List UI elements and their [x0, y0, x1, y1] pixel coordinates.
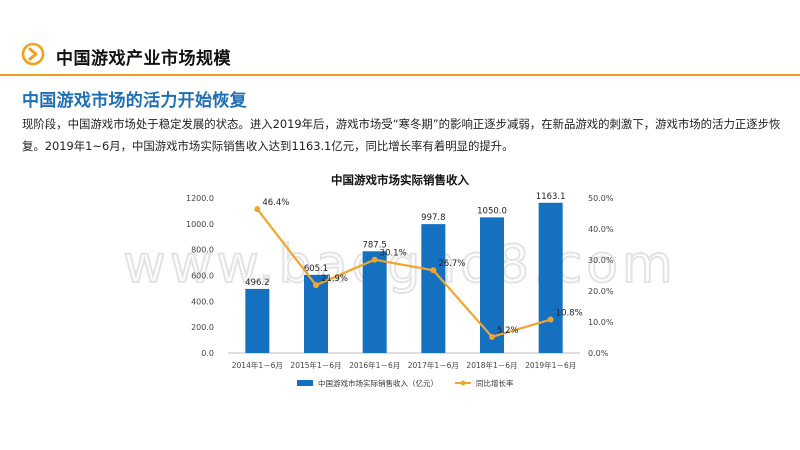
x-tick-label: 2017年1－6月 [408, 360, 459, 370]
x-tick-label: 2018年1－6月 [466, 360, 517, 370]
bar-series [245, 202, 563, 353]
legend-swatch-bar [297, 380, 313, 386]
bar-value-label: 496.2 [245, 278, 269, 288]
section-title: 中国游戏市场的活力开始恢复 [22, 91, 247, 111]
y-right-tick-label: 50.0% [588, 194, 614, 203]
revenue-chart: www.baogao8.com 中国游戏市场实际销售收入 0.0 200.0 400… [0, 160, 800, 450]
growth-point [547, 316, 554, 323]
growth-point [371, 256, 378, 263]
growth-value-label: 21.9% [321, 274, 348, 284]
y-left-tick-label: 0.0 [201, 349, 214, 358]
growth-line-series: 46.4% 21.9% 30.1% 26.7% 5.2% 10.8% [254, 198, 583, 340]
page-title: 中国游戏产业市场规模 [56, 49, 231, 69]
y-axis-left: 0.0 200.0 400.0 600.0 800.0 1000.0 1200.0 [186, 194, 214, 358]
growth-value-label: 30.1% [380, 249, 407, 259]
bar-value-label: 1163.1 [536, 192, 566, 202]
x-tick-label: 2016年1－6月 [349, 360, 400, 370]
header-divider [0, 74, 800, 76]
x-tick-label: 2019年1－6月 [525, 360, 576, 370]
legend-label-growth: 同比增长率 [476, 378, 514, 388]
revenue-bar [245, 288, 270, 353]
growth-point [313, 282, 319, 289]
growth-point [254, 206, 261, 213]
growth-point [489, 333, 495, 340]
x-tick-label: 2014年1－6月 [232, 360, 283, 370]
growth-value-label: 5.2% [497, 326, 519, 336]
bar-value-label: 787.5 [362, 240, 386, 250]
x-axis-ticks: 2014年1－6月 2015年1－6月 2016年1－6月 2017年1－6月 2018… [232, 360, 576, 370]
growth-value-label: 26.7% [438, 259, 465, 269]
bar-value-label: 1050.0 [477, 206, 507, 216]
revenue-bar [421, 224, 446, 353]
y-left-tick-label: 400.0 [191, 297, 214, 306]
chart-legend: 中国游戏市场实际销售收入（亿元） 同比增长率 [297, 378, 514, 388]
y-left-tick-label: 1200.0 [186, 194, 214, 203]
growth-value-label: 10.8% [556, 309, 583, 319]
y-axis-right: 0.0% 10.0% 20.0% 30.0% 40.0% 50.0% [588, 194, 614, 358]
y-left-tick-label: 1000.0 [186, 220, 214, 229]
slide-header: 中国游戏产业市场规模 [0, 0, 800, 78]
revenue-bar [538, 202, 563, 353]
bar-value-label: 605.1 [304, 264, 328, 274]
chart-title: 中国游戏市场实际销售收入 [331, 173, 469, 187]
bar-labels: 496.2 605.1 787.5 997.8 1050.0 1163.1 [245, 192, 565, 288]
bar-value-label: 997.8 [421, 213, 445, 223]
y-left-tick-label: 600.0 [191, 272, 214, 281]
y-left-tick-label: 200.0 [191, 323, 214, 332]
y-right-tick-label: 20.0% [588, 287, 614, 296]
growth-value-label: 46.4% [262, 198, 289, 208]
y-left-tick-label: 800.0 [191, 246, 214, 255]
revenue-bar [480, 217, 504, 353]
chart-canvas: www.baogao8.com 中国游戏市场实际销售收入 0.0 200.0 400… [122, 173, 676, 388]
y-right-tick-label: 0.0% [588, 349, 609, 358]
legend-swatch-marker [460, 380, 466, 386]
legend-label-revenue: 中国游戏市场实际销售收入（亿元） [318, 378, 438, 388]
x-tick-label: 2015年1－6月 [290, 360, 341, 370]
summary-paragraph: 现阶段，中国游戏市场处于稳定发展的状态。进入2019年后，游戏市场受“寒冬期”的… [22, 117, 781, 153]
y-right-tick-label: 10.0% [588, 318, 614, 327]
growth-point [430, 267, 437, 274]
y-right-tick-label: 40.0% [588, 225, 614, 234]
y-right-tick-label: 30.0% [588, 256, 614, 265]
circle-arrow-right-icon [21, 42, 45, 66]
growth-line [256, 208, 551, 339]
watermark: www.baogao8.com [123, 235, 676, 295]
revenue-bar [362, 251, 387, 353]
